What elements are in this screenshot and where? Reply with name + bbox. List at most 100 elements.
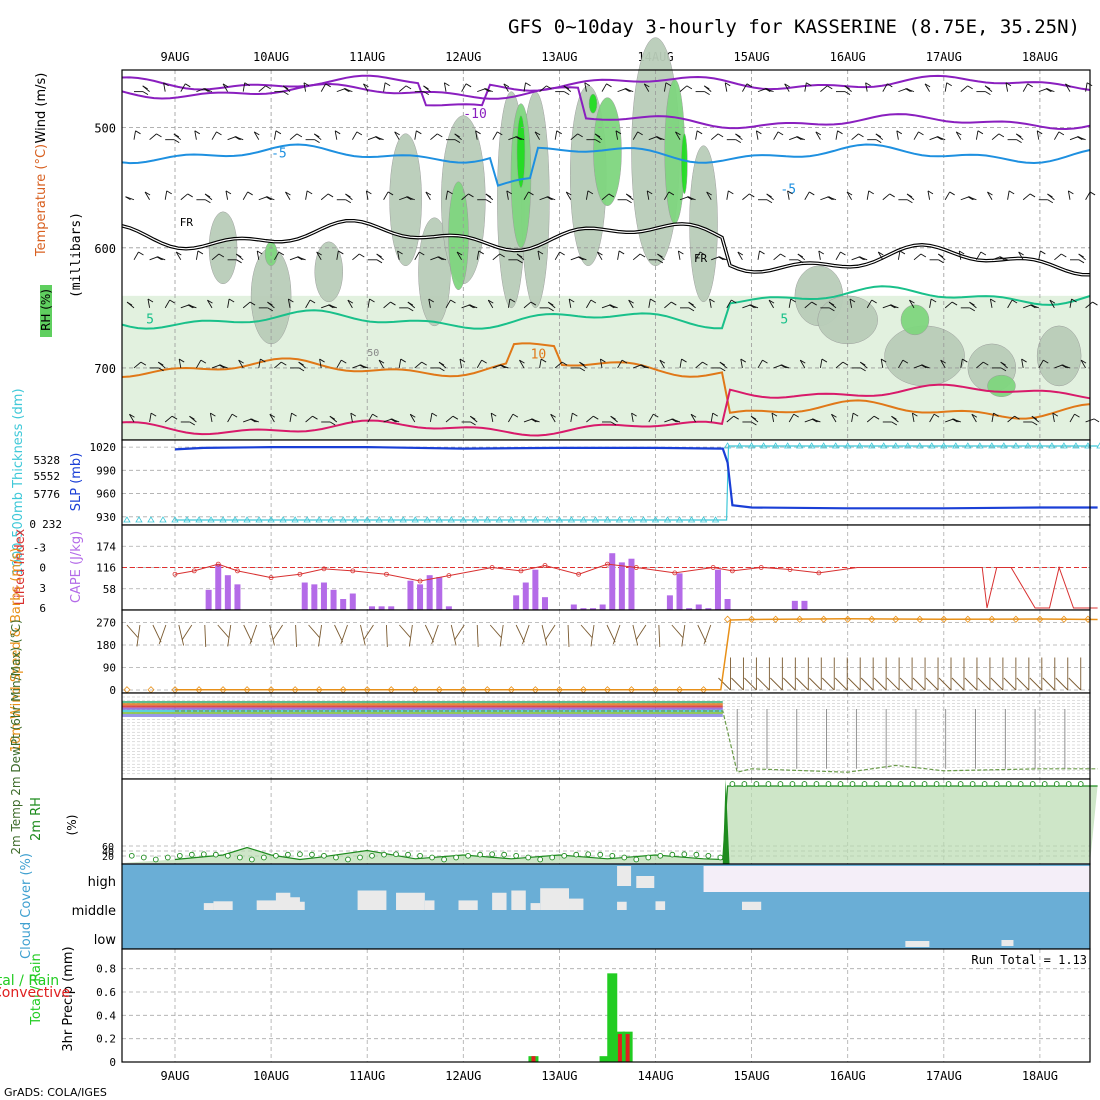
wind-barb — [846, 191, 853, 196]
rh-marker — [249, 856, 255, 863]
wind-barb — [242, 82, 246, 92]
cape-bar — [724, 599, 731, 610]
wind-barb — [383, 82, 386, 92]
wind-barb — [924, 83, 931, 88]
rh-marker — [164, 854, 171, 861]
y-axis-label: 2m RH — [29, 797, 44, 841]
thickness-marker — [747, 442, 756, 449]
thickness-marker — [207, 516, 215, 523]
wind-barb — [617, 250, 620, 260]
legend-convective: Convective — [0, 985, 70, 1001]
contour-label: 10 — [531, 347, 547, 362]
thickness-marker — [892, 442, 900, 449]
wind-barb — [793, 413, 799, 418]
wind-barb — [164, 299, 171, 309]
wind-barb — [405, 85, 412, 90]
wind-barb — [780, 253, 786, 258]
y-tick-label: 174 — [96, 540, 116, 553]
wind-barb — [414, 130, 417, 140]
wind-barb — [868, 190, 874, 195]
wind-barb — [875, 139, 882, 144]
wind-barb — [866, 190, 870, 200]
thickness-marker — [1060, 442, 1068, 449]
wind-barb — [289, 413, 292, 423]
wind-barb — [419, 251, 425, 256]
y-tick-label-left: 6 — [39, 602, 46, 615]
temp-band — [122, 707, 723, 710]
wind-barb — [955, 131, 962, 140]
wind-barb — [437, 133, 443, 138]
wind-barb — [905, 88, 911, 92]
cape-bar — [666, 595, 673, 610]
wind-barb — [1040, 250, 1046, 255]
wind-barb — [608, 304, 615, 309]
wind-barb — [265, 85, 271, 90]
wind-barb — [626, 199, 632, 204]
thickness-marker — [279, 516, 287, 523]
wind-barb — [281, 361, 287, 366]
wind-barb — [1047, 193, 1053, 198]
wind-barb — [938, 253, 944, 258]
wind-barb — [163, 82, 169, 87]
wind-speed-marker — [844, 615, 852, 623]
wind-barb — [742, 193, 750, 201]
wind-barb — [724, 82, 728, 92]
wind-barb — [556, 130, 562, 135]
wind-barb — [749, 193, 755, 198]
thickness-marker — [1024, 442, 1032, 449]
wind-barb — [211, 253, 220, 261]
wind-barb — [287, 298, 291, 308]
wind-barb — [882, 193, 890, 201]
wind-barb-10m — [544, 624, 556, 641]
wind-barb — [858, 256, 864, 261]
wind-barb — [768, 299, 775, 304]
y-tick-label-left: 3 — [39, 582, 46, 595]
wind-barb — [343, 88, 350, 92]
wind-barb — [632, 253, 641, 261]
cloud-block — [741, 901, 762, 910]
wind-barb — [228, 298, 235, 303]
wind-barb — [407, 307, 414, 312]
wind-barb — [194, 130, 201, 135]
x-tick-label-bottom: 16AUG — [830, 1069, 866, 1083]
wind-barb — [1092, 301, 1098, 306]
wind-barb-10m — [632, 624, 639, 646]
wind-barb-10m — [567, 624, 570, 647]
rh-marker — [212, 851, 219, 858]
thickness-marker — [159, 516, 167, 523]
thickness-marker — [375, 516, 383, 523]
wind-barb — [563, 91, 570, 96]
t2m-panel — [121, 692, 1098, 780]
wind-barb — [164, 190, 168, 200]
wind-barb — [336, 359, 342, 369]
wind-barb — [218, 364, 225, 369]
wind-barb — [394, 131, 400, 136]
rh-marker — [921, 781, 928, 787]
wind-barb — [267, 307, 274, 312]
rh-marker — [633, 856, 640, 863]
wind-barb — [129, 413, 135, 418]
lifted-index-line — [174, 563, 1098, 609]
wind-barb — [319, 358, 325, 363]
wind-barb — [889, 193, 895, 198]
thickness-marker — [928, 442, 936, 449]
wind-barb — [877, 251, 884, 261]
cape-bar — [628, 558, 635, 610]
wind-barb — [376, 259, 383, 264]
wind-barb — [454, 133, 460, 138]
wind-barb — [319, 358, 322, 369]
y-tick-label: 1020 — [90, 441, 117, 454]
wind-barb — [984, 85, 991, 90]
wind-barb — [452, 415, 459, 420]
wind-barb — [249, 301, 256, 306]
wind-barb — [1016, 139, 1022, 144]
thickness-marker — [123, 516, 131, 523]
thickness-marker — [195, 516, 203, 523]
wind-barb-10m — [385, 624, 388, 647]
thickness-marker — [531, 516, 540, 523]
thickness-marker — [699, 516, 708, 523]
wind-barb — [835, 130, 838, 140]
wind-barb — [142, 91, 149, 96]
wind-barb — [971, 413, 977, 423]
wind-barb — [631, 412, 637, 417]
